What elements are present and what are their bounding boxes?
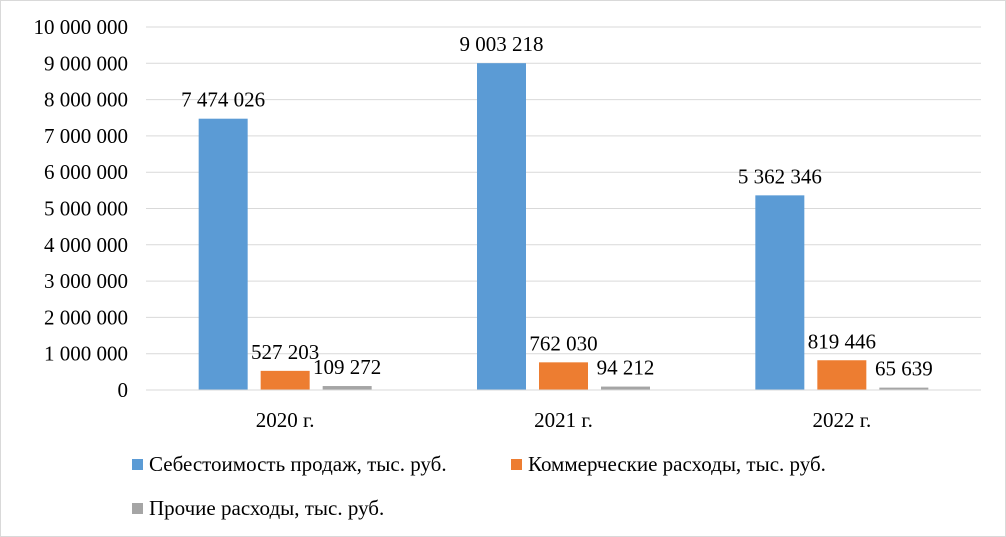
data-label: 527 203	[251, 340, 319, 364]
y-tick-label: 9 000 000	[44, 51, 128, 75]
bar	[260, 370, 310, 390]
legend-label-series-3: Прочие расходы, тыс. руб.	[149, 496, 385, 520]
y-tick-label: 1 000 000	[44, 342, 128, 366]
bar	[755, 195, 805, 390]
bar	[817, 360, 867, 390]
y-tick-label: 10 000 000	[34, 15, 129, 39]
data-label: 9 003 218	[460, 32, 544, 56]
legend-item-series-3: Прочие расходы, тыс. руб.	[132, 493, 384, 523]
y-tick-label: 0	[118, 378, 129, 402]
data-label: 762 030	[529, 331, 597, 355]
legend-label-series-1: Себестоимость продаж, тыс. руб.	[149, 452, 447, 476]
data-label: 819 446	[808, 329, 876, 353]
data-label: 7 474 026	[181, 88, 265, 112]
legend-item-series-2: Коммерческие расходы, тыс. руб.	[511, 449, 826, 479]
y-tick-label: 2 000 000	[44, 305, 128, 329]
y-tick-label: 5 000 000	[44, 197, 128, 221]
data-label: 65 639	[875, 357, 933, 381]
y-tick-label: 8 000 000	[44, 88, 128, 112]
legend-swatch-series-2	[511, 458, 522, 470]
y-tick-label: 7 000 000	[44, 124, 128, 148]
data-label: 109 272	[313, 355, 381, 379]
bar	[198, 118, 248, 390]
legend-item-series-1: Себестоимость продаж, тыс. руб.	[132, 449, 447, 479]
y-tick-label: 6 000 000	[44, 160, 128, 184]
bar	[322, 386, 372, 390]
x-category-label: 2020 г.	[256, 408, 315, 432]
bar	[477, 63, 526, 390]
legend-swatch-series-1	[132, 458, 143, 470]
bar	[539, 362, 588, 390]
y-tick-label: 4 000 000	[44, 233, 128, 257]
data-label: 94 212	[597, 356, 655, 380]
legend-swatch-series-3	[132, 502, 143, 514]
gridlines	[146, 26, 981, 355]
x-axis-category-labels: 2020 г. 2021 г. 2022 г.	[256, 408, 871, 432]
x-category-label: 2021 г.	[534, 408, 593, 432]
data-label: 5 362 346	[738, 164, 822, 188]
legend-label-series-2: Коммерческие расходы, тыс. руб.	[528, 452, 826, 476]
legend-row-1: Себестоимость продаж, тыс. руб. Коммерче…	[1, 449, 1005, 479]
y-tick-label: 3 000 000	[44, 269, 128, 293]
x-category-label: 2022 г.	[812, 408, 871, 432]
bar	[879, 387, 929, 390]
bar	[601, 386, 650, 390]
legend-row-2: Прочие расходы, тыс. руб.	[1, 493, 1005, 523]
bars	[198, 63, 929, 390]
y-axis-tick-labels: 0 1 000 000 2 000 000 3 000 000 4 000 000 5 0…	[34, 15, 129, 402]
